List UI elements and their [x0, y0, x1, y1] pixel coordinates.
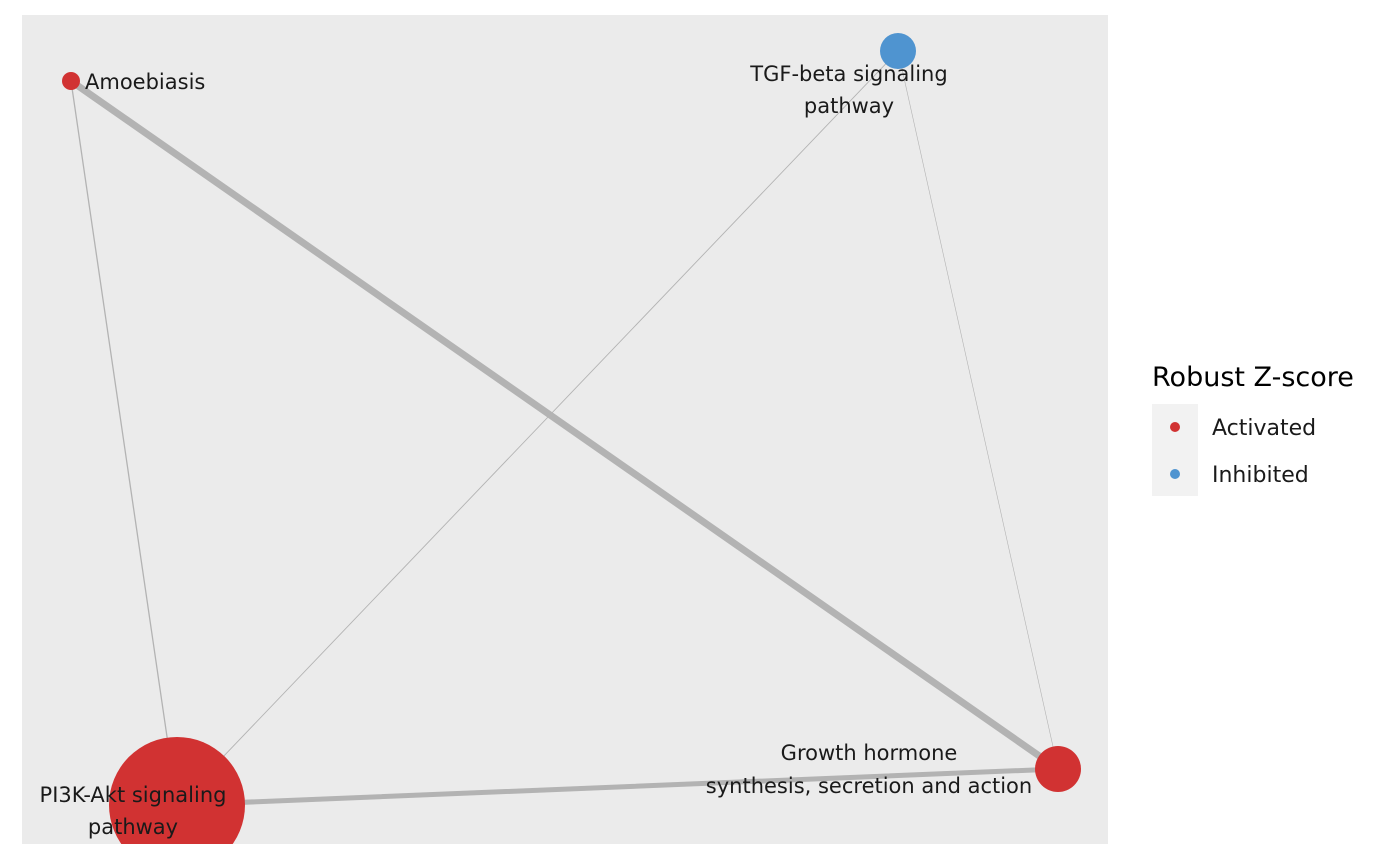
labels-layer: Amoebiasis TGF-beta signaling pathwayPI3K-…	[40, 62, 1033, 839]
node-pi3k-akt[interactable]	[109, 737, 245, 866]
legend-title: Robust Z-score	[1152, 362, 1354, 393]
legend-label-activated: Activated	[1212, 416, 1316, 441]
legend-key-background	[1152, 404, 1198, 496]
node-label-line: pathway	[88, 815, 178, 839]
edge-tgf-beta-to-growth-hormone	[897, 50, 1059, 770]
node-amoebiasis[interactable]	[62, 72, 80, 90]
node-growth-hormone[interactable]	[1035, 746, 1081, 792]
node-label-line: pathway	[804, 94, 894, 118]
legend-key-activated	[1170, 422, 1180, 432]
node-label-line: TGF-beta signaling	[749, 62, 947, 86]
node-label-line: Growth hormone	[781, 741, 958, 765]
nodes-layer	[62, 33, 1081, 866]
edge-amoebiasis-to-growth-hormone	[67, 77, 1062, 773]
edge-amoebiasis-to-pi3k-akt	[70, 80, 178, 806]
edge-pi3k-akt-to-growth-hormone	[174, 766, 1061, 808]
node-label-line: Amoebiasis	[85, 70, 205, 94]
node-label-tgf-beta: TGF-beta signaling pathway	[749, 62, 947, 118]
node-label-line: PI3K-Akt signaling	[40, 783, 227, 807]
legend-key-inhibited	[1170, 469, 1180, 479]
node-label-pi3k-akt: PI3K-Akt signaling pathway	[40, 783, 227, 839]
legend-label-inhibited: Inhibited	[1212, 463, 1309, 488]
edge-tgf-beta-to-pi3k-akt	[176, 50, 899, 806]
node-tgf-beta[interactable]	[880, 33, 916, 69]
edges-layer	[67, 50, 1062, 808]
node-label-amoebiasis: Amoebiasis	[85, 70, 205, 94]
node-label-growth-hormone: Growth hormone synthesis, secretion and a…	[706, 741, 1032, 798]
legend: Robust Z-score Activated Inhibited	[1152, 362, 1354, 496]
node-label-line: synthesis, secretion and action	[706, 774, 1032, 798]
